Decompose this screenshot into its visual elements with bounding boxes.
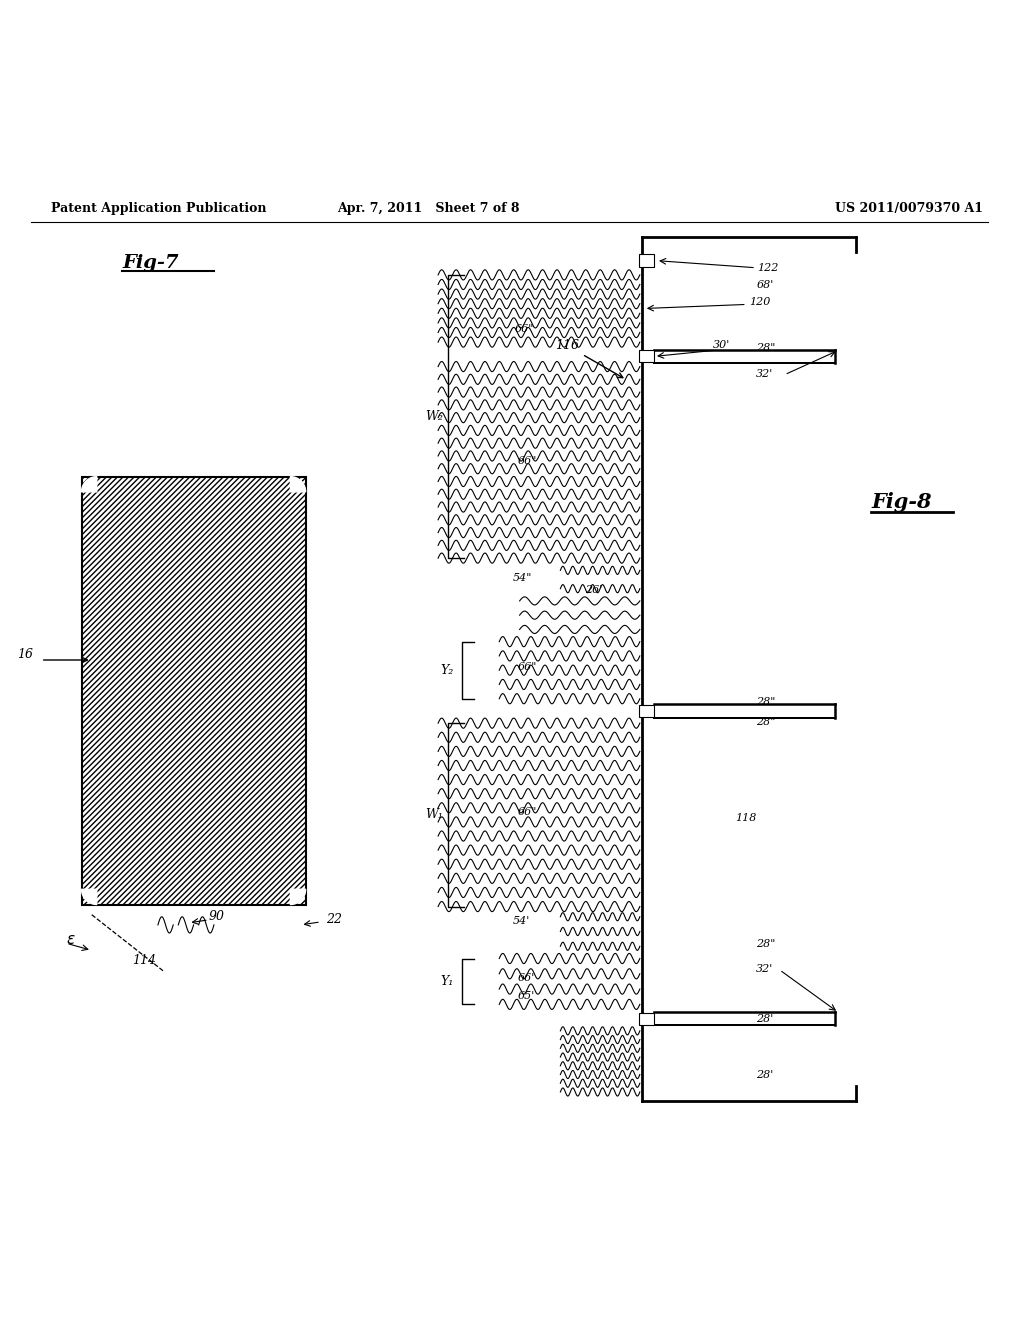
Wedge shape — [82, 477, 97, 492]
Text: 54": 54" — [512, 573, 531, 582]
Text: 30': 30' — [713, 341, 730, 350]
Wedge shape — [291, 477, 305, 492]
Text: $\varepsilon$: $\varepsilon$ — [67, 933, 76, 948]
Text: 26': 26' — [585, 585, 602, 595]
Text: 28": 28" — [756, 343, 775, 354]
Text: 22: 22 — [326, 913, 342, 927]
Text: 66": 66" — [514, 323, 534, 334]
Text: 114: 114 — [132, 954, 157, 968]
Text: Fig-7: Fig-7 — [122, 253, 179, 272]
Text: 66": 66" — [517, 457, 537, 466]
Text: 28": 28" — [756, 940, 775, 949]
Text: 28': 28' — [756, 1069, 773, 1080]
Text: Y₁: Y₁ — [440, 975, 454, 987]
Text: 122: 122 — [757, 263, 778, 273]
Bar — [639, 255, 654, 267]
Text: 90: 90 — [209, 911, 225, 923]
Text: 28': 28' — [756, 1014, 773, 1024]
Text: 68': 68' — [757, 280, 774, 290]
Text: US 2011/0079370 A1: US 2011/0079370 A1 — [836, 202, 983, 215]
Bar — [639, 350, 654, 363]
Text: 16: 16 — [17, 648, 34, 661]
Text: 54': 54' — [512, 916, 529, 925]
Text: Fig-8: Fig-8 — [871, 492, 932, 512]
Text: Patent Application Publication: Patent Application Publication — [51, 202, 266, 215]
Text: 66": 66" — [517, 807, 537, 817]
Bar — [82, 477, 305, 904]
Text: 65': 65' — [517, 991, 535, 1002]
Text: 66": 66" — [517, 663, 537, 672]
Text: 120: 120 — [749, 297, 770, 308]
Text: 118: 118 — [735, 813, 757, 822]
Text: W₂: W₂ — [425, 411, 443, 422]
Wedge shape — [291, 890, 305, 904]
Bar — [639, 705, 654, 717]
Text: 66': 66' — [517, 973, 535, 983]
Text: Y₂: Y₂ — [440, 664, 454, 677]
Wedge shape — [82, 890, 97, 904]
Text: 28": 28" — [756, 717, 775, 727]
Bar — [639, 1012, 654, 1024]
Text: W₁: W₁ — [425, 808, 443, 821]
Text: 32': 32' — [756, 964, 773, 974]
Text: 116: 116 — [555, 339, 623, 378]
Text: 28": 28" — [756, 697, 775, 706]
Text: Apr. 7, 2011   Sheet 7 of 8: Apr. 7, 2011 Sheet 7 of 8 — [337, 202, 519, 215]
Bar — [82, 477, 305, 904]
Text: 32': 32' — [756, 368, 773, 379]
